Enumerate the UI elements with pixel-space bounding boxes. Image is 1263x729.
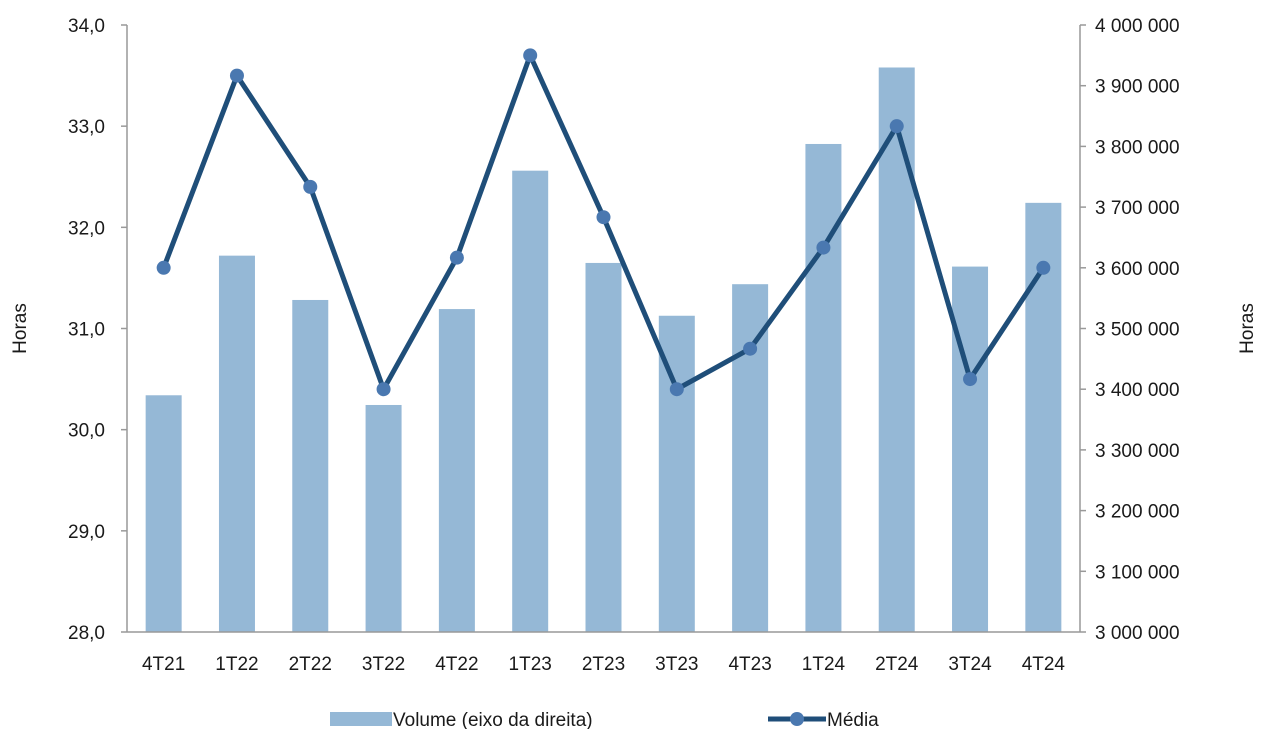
media-point-3T22 bbox=[376, 382, 391, 397]
bar-3T22 bbox=[365, 404, 402, 632]
bar-1T24 bbox=[805, 143, 842, 633]
left-tick-label: 30,0 bbox=[68, 421, 105, 442]
legend-bar-swatch bbox=[330, 712, 392, 726]
right-tick-label: 3 800 000 bbox=[1095, 137, 1180, 158]
bar-2T23 bbox=[585, 262, 622, 632]
bar-4T22 bbox=[438, 309, 475, 632]
x-tick-label: 3T24 bbox=[948, 654, 992, 675]
left-tick-label: 31,0 bbox=[68, 320, 105, 341]
x-tick-label: 1T22 bbox=[215, 654, 258, 675]
media-point-2T23 bbox=[596, 210, 611, 225]
left-axis-ticks: 28,0 29,0 30,0 31,0 32,0 33,0 34,0 bbox=[68, 16, 127, 644]
right-tick-label: 4 000 000 bbox=[1095, 16, 1180, 37]
media-point-4T22 bbox=[449, 250, 464, 265]
left-tick-label: 28,0 bbox=[68, 623, 105, 644]
media-point-2T22 bbox=[303, 179, 318, 194]
media-point-4T24 bbox=[1036, 260, 1051, 275]
x-tick-label: 2T24 bbox=[875, 654, 919, 675]
right-tick-label: 3 500 000 bbox=[1095, 320, 1180, 341]
legend-line-label: Média bbox=[827, 710, 879, 729]
media-point-1T24 bbox=[816, 240, 831, 255]
left-tick-label: 29,0 bbox=[68, 522, 105, 543]
left-axis-title: Horas bbox=[10, 303, 31, 354]
right-tick-label: 3 100 000 bbox=[1095, 562, 1180, 583]
right-tick-label: 3 200 000 bbox=[1095, 502, 1180, 523]
right-tick-label: 3 700 000 bbox=[1095, 198, 1180, 219]
media-point-4T21 bbox=[156, 260, 171, 275]
bar-1T23 bbox=[512, 170, 549, 632]
x-tick-label: 2T23 bbox=[582, 654, 625, 675]
right-tick-label: 3 900 000 bbox=[1095, 77, 1180, 98]
x-tick-label: 1T24 bbox=[802, 654, 846, 675]
bar-3T23 bbox=[658, 315, 695, 632]
x-axis-ticks: 4T21 1T22 2T22 3T22 4T22 1T23 2T23 3T23 4T23 1T24… bbox=[142, 654, 1065, 675]
right-tick-label: 3 000 000 bbox=[1095, 623, 1180, 644]
left-tick-label: 32,0 bbox=[68, 218, 105, 239]
bar-series-volume bbox=[145, 67, 1062, 633]
x-tick-label: 2T22 bbox=[289, 654, 332, 675]
legend-bar-label: Volume (eixo da direita) bbox=[393, 710, 593, 729]
right-axis-ticks: 3 000 000 3 100 000 3 200 000 3 300 000 3 40… bbox=[1080, 16, 1180, 644]
bar-2T22 bbox=[292, 299, 329, 632]
x-tick-label: 4T23 bbox=[728, 654, 771, 675]
bar-2T24 bbox=[878, 67, 915, 633]
bar-3T24 bbox=[952, 266, 989, 632]
right-tick-label: 3 400 000 bbox=[1095, 380, 1180, 401]
legend-line-marker bbox=[790, 712, 804, 726]
line-series-media bbox=[156, 48, 1051, 397]
x-tick-label: 3T22 bbox=[362, 654, 405, 675]
left-tick-label: 34,0 bbox=[68, 16, 105, 37]
media-point-1T22 bbox=[229, 68, 244, 83]
bar-1T22 bbox=[218, 255, 255, 632]
media-point-2T24 bbox=[889, 119, 904, 134]
right-axis-title: Horas bbox=[1237, 303, 1258, 354]
bar-4T21 bbox=[145, 395, 182, 632]
media-point-3T23 bbox=[669, 382, 684, 397]
x-tick-label: 4T22 bbox=[435, 654, 478, 675]
media-point-3T24 bbox=[963, 372, 978, 387]
x-tick-label: 1T23 bbox=[509, 654, 552, 675]
legend: Volume (eixo da direita) Média bbox=[330, 710, 879, 729]
x-tick-label: 4T21 bbox=[142, 654, 185, 675]
x-tick-label: 4T24 bbox=[1022, 654, 1066, 675]
media-point-4T23 bbox=[743, 341, 758, 356]
media-point-1T23 bbox=[523, 48, 538, 63]
x-tick-label: 3T23 bbox=[655, 654, 698, 675]
left-tick-label: 33,0 bbox=[68, 117, 105, 138]
right-tick-label: 3 600 000 bbox=[1095, 259, 1180, 280]
bar-4T23 bbox=[732, 284, 769, 632]
right-tick-label: 3 300 000 bbox=[1095, 441, 1180, 462]
